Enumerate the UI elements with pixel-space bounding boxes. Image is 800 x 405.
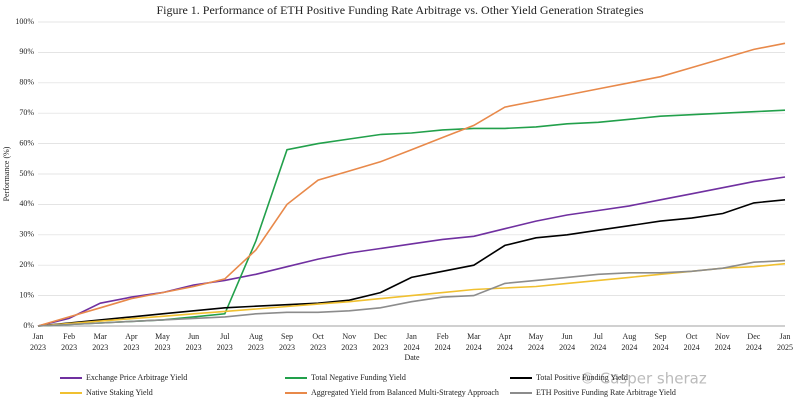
x-tick-label: Dec 2024: [746, 332, 762, 352]
x-tick-label: Mar 2023: [92, 332, 108, 352]
y-tick-label: 80%: [19, 78, 34, 87]
y-tick-label: 100%: [15, 17, 34, 26]
legend-label: Total Positive Funding Yield: [536, 373, 628, 382]
y-tick-label: 90%: [19, 47, 34, 56]
y-tick-label: 10%: [19, 290, 34, 299]
x-tick-label: Jan 2025: [777, 332, 793, 352]
x-tick-label: Apr 2023: [123, 332, 139, 352]
x-tick-label: Nov 2023: [341, 332, 357, 352]
x-tick-label: Apr 2024: [497, 332, 513, 352]
x-axis-label: Date: [404, 353, 420, 362]
y-tick-label: 60%: [19, 138, 34, 147]
legend-label: ETH Positive Funding Rate Arbitrage Yiel…: [536, 388, 676, 397]
series-line: [37, 42, 786, 327]
legend-label: Native Staking Yield: [86, 388, 153, 397]
x-tick-label: Jul 2024: [590, 332, 606, 352]
x-tick-label: Jul 2023: [217, 332, 233, 352]
series-line: [37, 176, 786, 327]
x-tick-label: Jan 2024: [404, 332, 420, 352]
x-tick-label: Sep 2023: [279, 332, 295, 352]
y-tick-label: 0%: [23, 321, 34, 330]
x-tick-label: Nov 2024: [715, 332, 731, 352]
series-line: [37, 259, 786, 327]
y-tick-label: 40%: [19, 199, 34, 208]
series-line: [37, 262, 786, 327]
y-tick-label: 50%: [19, 169, 34, 178]
y-axis-label: Performance (%): [2, 146, 11, 201]
y-tick-label: 70%: [19, 108, 34, 117]
legend-label: Aggregated Yield from Balanced Multi-Str…: [311, 388, 499, 397]
watermark: © Casper sheraz: [580, 370, 707, 388]
x-tick-label: Sep 2024: [653, 332, 669, 352]
legend-label: Exchange Price Arbitrage Yield: [86, 373, 187, 382]
series-line: [37, 199, 786, 327]
x-tick-label: May 2024: [528, 332, 544, 352]
x-tick-label: Jun 2023: [186, 332, 202, 352]
x-tick-label: Jun 2024: [559, 332, 575, 352]
legend-label: Total Negative Funding Yield: [311, 373, 406, 382]
y-tick-label: 30%: [19, 230, 34, 239]
x-tick-label: Aug 2023: [248, 332, 264, 352]
x-tick-label: Jan 2023: [30, 332, 46, 352]
x-tick-label: May 2023: [155, 332, 171, 352]
x-tick-label: Oct 2024: [684, 332, 700, 352]
x-tick-label: Aug 2024: [621, 332, 637, 352]
x-tick-label: Feb 2024: [435, 332, 451, 352]
y-tick-label: 20%: [19, 260, 34, 269]
chart-title: Figure 1. Performance of ETH Positive Fu…: [156, 3, 643, 17]
x-tick-label: Dec 2023: [372, 332, 388, 352]
x-tick-label: Mar 2024: [466, 332, 482, 352]
x-tick-label: Oct 2023: [310, 332, 326, 352]
x-tick-label: Feb 2023: [61, 332, 77, 352]
